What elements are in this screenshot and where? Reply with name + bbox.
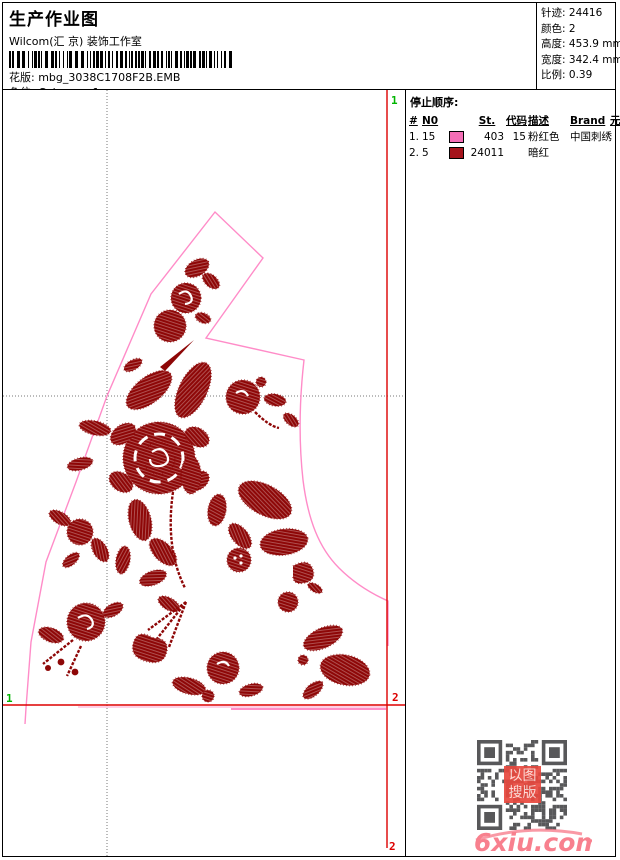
- embroidery-design: [37, 257, 371, 703]
- design-canvas: 1 1 2 2: [3, 90, 405, 858]
- colorway-label: 色位:: [9, 86, 35, 89]
- design-drawing: 1 1 2 2: [3, 90, 405, 858]
- garment-pattern-outline: [24, 210, 389, 725]
- stop-sequence-table: # N0 St. 代码 描述 Brand 元素 1. 15 403: [409, 114, 620, 160]
- scale-row: 比例: 0.39: [541, 69, 593, 81]
- pattern-value: mbg_3038C1708F2B.EMB: [38, 71, 181, 84]
- width-row: 宽度: 342.4 mm: [541, 53, 620, 66]
- marker-start-left: 1: [6, 692, 13, 705]
- color-block-lines: [3, 90, 405, 848]
- page-title: 生产作业图: [9, 10, 99, 30]
- qr-stamp: 以图搜版: [504, 766, 541, 803]
- thread-row: 1. 15 403 15 粉红色 中国刺绣: [409, 131, 612, 143]
- marker-end-bottom: 2: [389, 840, 396, 853]
- stitches-row: 针迹: 24416: [541, 7, 603, 19]
- thread-row: 2. 5 24011 暗红: [409, 147, 549, 159]
- colorway-value: Colorway 1: [38, 86, 99, 89]
- stop-sequence-header: # N0 St. 代码 描述 Brand 元素: [409, 115, 620, 127]
- studio-name: Wilcom(汇 京) 装饰工作室: [9, 35, 142, 48]
- stop-sequence-panel: 停止顺序: # N0 St. 代码 描述 Brand 元素 1. 15: [405, 90, 620, 856]
- height-row: 高度: 453.9 mm: [541, 38, 620, 50]
- qr-code: 以图搜版: [477, 740, 567, 830]
- marker-start-top: 1: [391, 94, 398, 107]
- stop-sequence-title: 停止顺序:: [410, 96, 459, 109]
- body: 1 1 2 2 停止顺序: # N0 St. 代码 描述: [3, 90, 620, 858]
- title-block: 生产作业图 Wilcom(汇 京) 装饰工作室 花版: mbg_3038C170…: [3, 3, 536, 89]
- colorway-line: 色位: Colorway 1: [9, 85, 530, 89]
- barcode: [9, 51, 232, 68]
- thread-color-swatch: [449, 147, 464, 159]
- thread-color-swatch: [449, 131, 464, 143]
- colors-row: 颜色: 2: [541, 22, 576, 35]
- watermark-text: 6xiu.com: [474, 828, 592, 856]
- pattern-label: 花版:: [9, 71, 35, 84]
- watermark-logo: 6xiu.com: [474, 828, 592, 856]
- marker-end-right: 2: [392, 691, 399, 704]
- header: 生产作业图 Wilcom(汇 京) 装饰工作室 花版: mbg_3038C170…: [3, 3, 620, 90]
- pattern-file-line: 花版: mbg_3038C1708F2B.EMB: [9, 70, 530, 85]
- design-info-box: 针迹: 24416 颜色: 2 高度: 453.9 mm 宽度: 342.4 m…: [536, 3, 620, 89]
